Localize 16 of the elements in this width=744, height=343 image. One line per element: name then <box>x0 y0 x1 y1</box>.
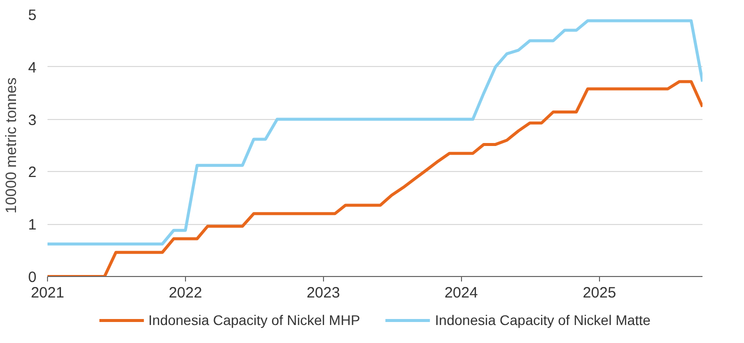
y-tick-label: 1 <box>28 216 36 234</box>
line-series <box>48 80 702 276</box>
x-tick-label: 2021 <box>30 284 64 302</box>
x-tick-label: 2022 <box>168 284 202 302</box>
y-axis-title: 10000 metric tonnes <box>3 78 20 214</box>
y-tick-label: 3 <box>28 112 36 129</box>
y-tick-label: 2 <box>28 164 36 182</box>
y-tick-label: 4 <box>28 59 36 76</box>
x-tick-label: 2025 <box>582 284 616 302</box>
y-tick-label: 0 <box>28 269 36 286</box>
line-series <box>48 19 702 246</box>
y-tick-label: 5 <box>28 7 36 24</box>
legend-label: Indonesia Capacity of Nickel Matte <box>435 312 651 328</box>
x-tick-label: 2023 <box>306 284 340 302</box>
x-tick-label: 2024 <box>444 284 478 302</box>
legend-label: Indonesia Capacity of Nickel MHP <box>148 312 360 328</box>
